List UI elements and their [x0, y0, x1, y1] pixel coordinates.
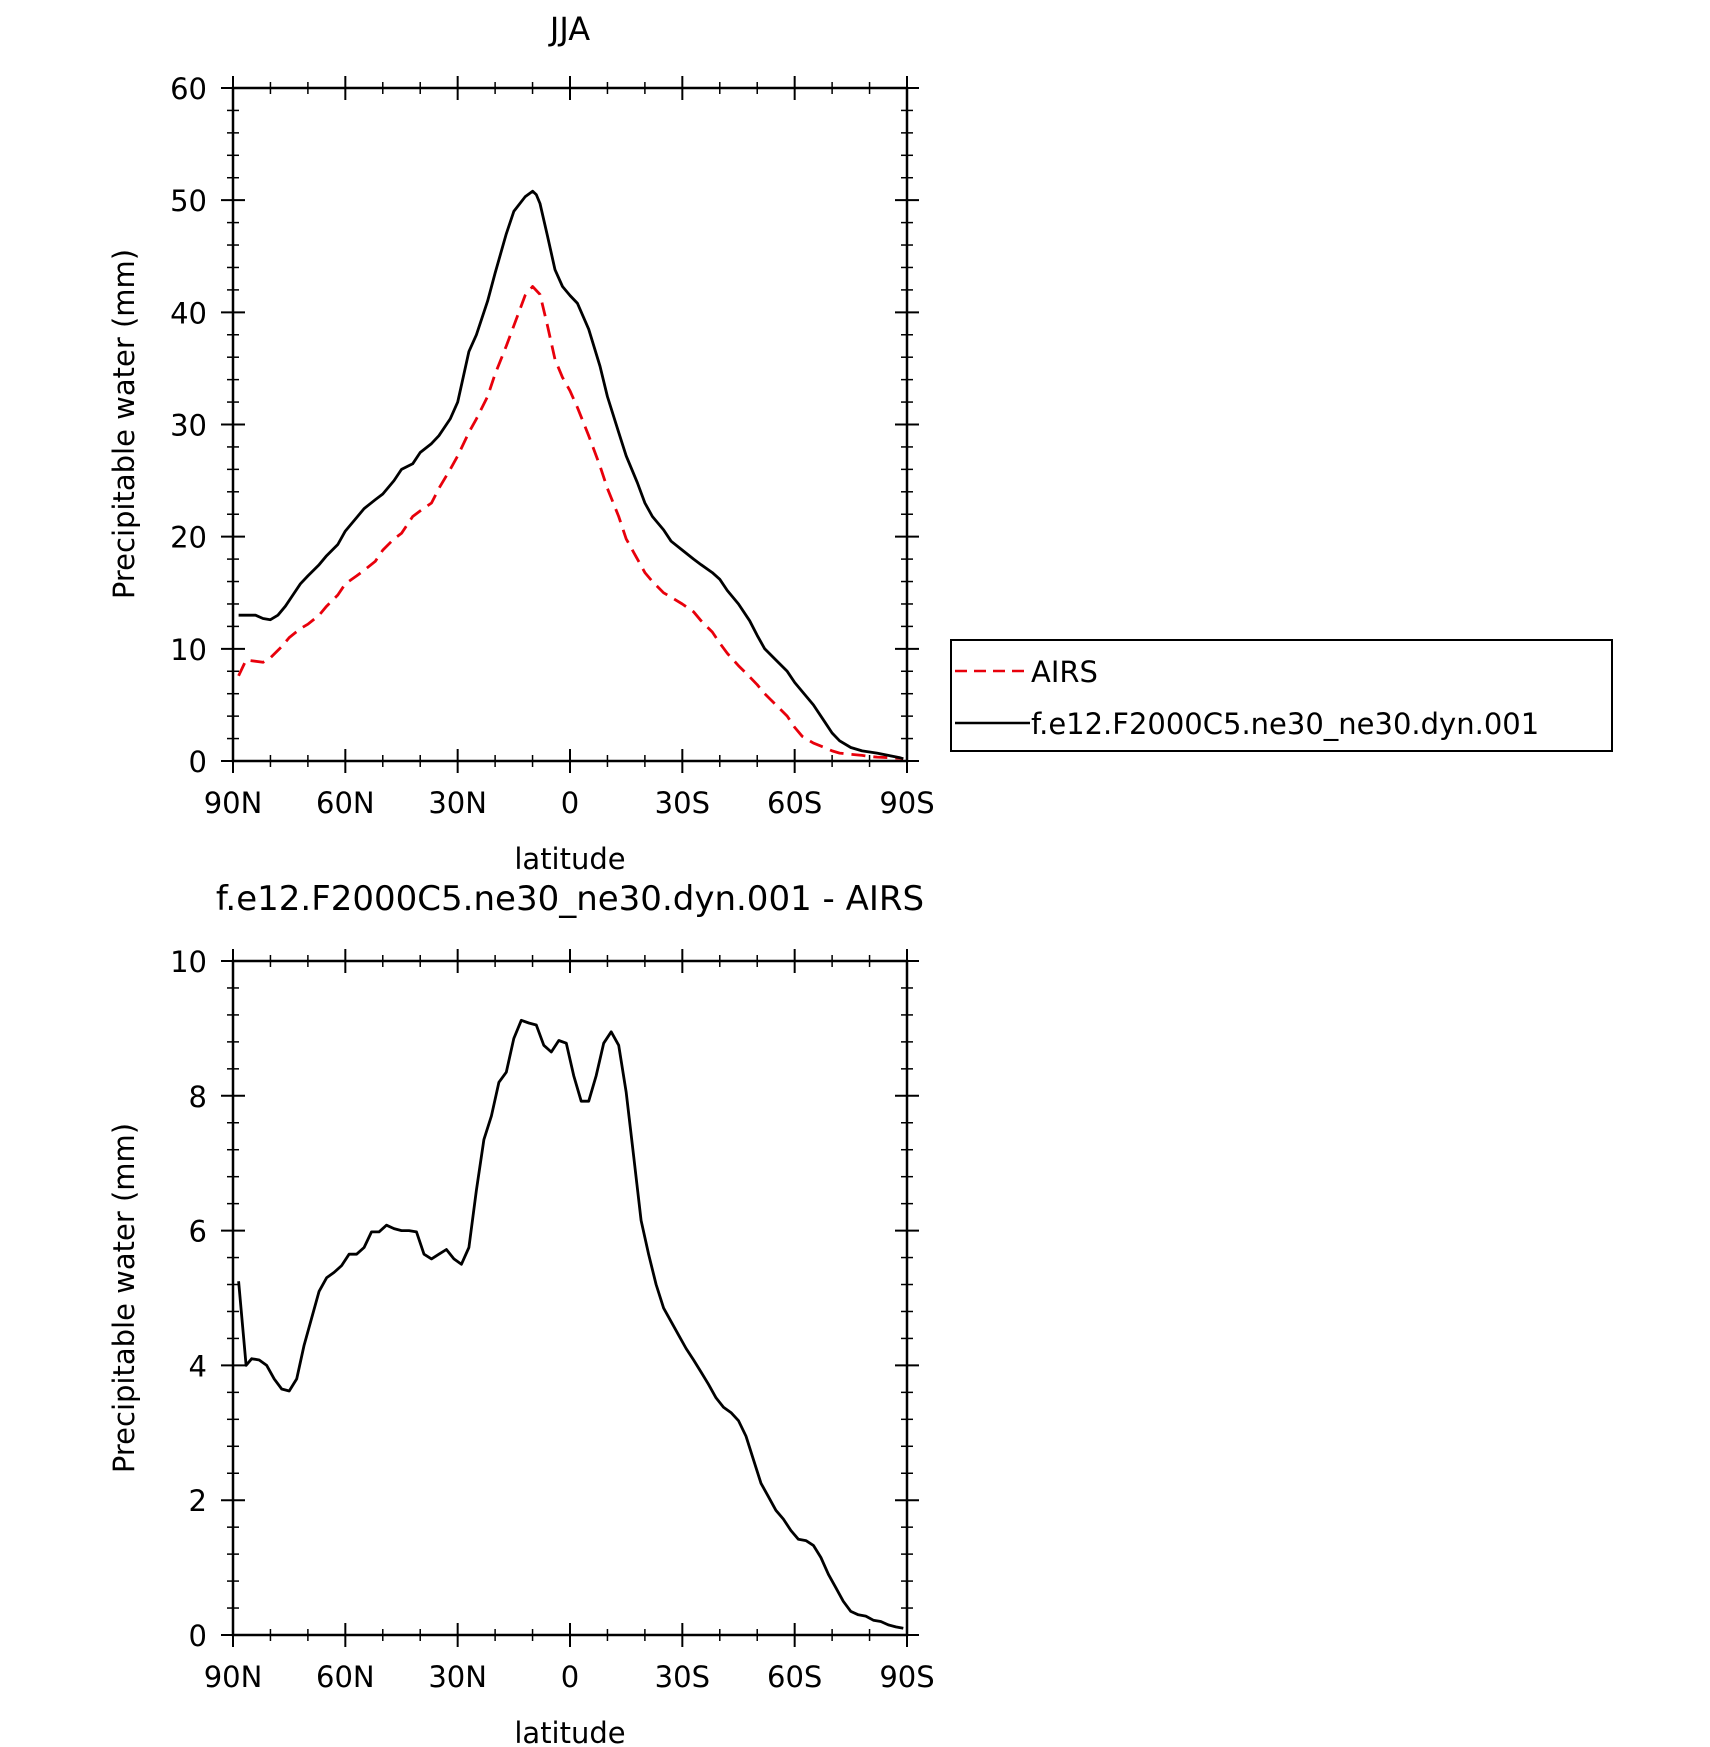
top-chart-series [237, 189, 904, 761]
x-tick-label: 30S [655, 1660, 710, 1694]
y-tick-label: 0 [189, 1619, 207, 1653]
y-tick-label: 2 [189, 1484, 207, 1518]
y-tick-label: 10 [170, 945, 207, 979]
y-tick-label: 50 [170, 184, 207, 218]
top-chart-x-axis-label: latitude [514, 842, 625, 876]
series-line-1 [238, 189, 904, 761]
top-chart: JJA 0 10 20 30 40 50 60 90N 60N 30N 0 30S 60S 90S Pr… [107, 10, 935, 876]
y-tick-label: 6 [189, 1215, 207, 1249]
x-tick-label: 90S [879, 1660, 934, 1694]
bottom-chart-title: f.e12.F2000C5.ne30_ne30.dyn.001 - AIRS [216, 879, 924, 919]
series-line-0 [237, 285, 904, 761]
bottom-chart-series [237, 1018, 904, 1630]
x-tick-label: 60N [316, 786, 375, 820]
y-tick-label: 60 [170, 72, 207, 106]
y-tick-label: 10 [170, 633, 207, 667]
x-tick-label: 60N [316, 1660, 375, 1694]
bottom-chart-ticks [221, 949, 919, 1647]
x-tick-label: 90N [204, 1660, 263, 1694]
series-line-0 [237, 1018, 904, 1630]
bottom-chart: f.e12.F2000C5.ne30_ne30.dyn.001 - AIRS 0… [107, 879, 935, 1747]
x-tick-label: 30S [655, 786, 710, 820]
bottom-chart-x-tick-labels: 90N 60N 30N 0 30S 60S 90S [204, 1660, 935, 1694]
top-chart-y-axis-label: Precipitable water (mm) [107, 249, 141, 599]
y-tick-label: 40 [170, 296, 207, 330]
x-tick-label: 60S [767, 786, 822, 820]
legend-label-model: f.e12.F2000C5.ne30_ne30.dyn.001 [1031, 707, 1539, 741]
x-tick-label: 90N [204, 786, 263, 820]
x-tick-label: 0 [561, 786, 579, 820]
y-tick-label: 0 [189, 745, 207, 779]
x-tick-label: 90S [879, 786, 934, 820]
x-tick-label: 60S [767, 1660, 822, 1694]
legend-label-airs: AIRS [1031, 655, 1098, 689]
y-tick-label: 20 [170, 521, 207, 555]
top-chart-y-tick-labels: 0 10 20 30 40 50 60 [170, 72, 207, 779]
legend: AIRS f.e12.F2000C5.ne30_ne30.dyn.001 [950, 639, 1613, 752]
x-tick-label: 30N [428, 786, 487, 820]
y-tick-label: 4 [189, 1349, 207, 1383]
x-tick-label: 0 [561, 1660, 579, 1694]
top-chart-x-tick-labels: 90N 60N 30N 0 30S 60S 90S [204, 786, 935, 820]
legend-box [950, 639, 1613, 752]
bottom-chart-y-tick-labels: 0 2 4 6 8 10 [170, 945, 207, 1653]
y-tick-label: 30 [170, 409, 207, 443]
top-chart-title: JJA [548, 10, 590, 48]
top-chart-ticks [221, 76, 919, 773]
bottom-chart-y-axis-label: Precipitable water (mm) [107, 1123, 141, 1473]
bottom-chart-x-axis-label: latitude [514, 1716, 625, 1747]
x-tick-label: 30N [428, 1660, 487, 1694]
top-chart-plot-frame [231, 86, 909, 763]
y-tick-label: 8 [189, 1080, 207, 1114]
